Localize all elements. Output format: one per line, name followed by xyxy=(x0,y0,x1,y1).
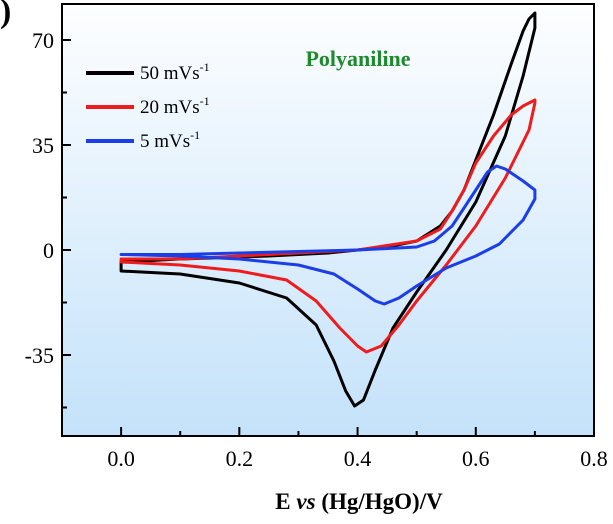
y-tick-label: 35 xyxy=(32,133,54,158)
y-tick-label: -35 xyxy=(25,343,54,368)
plot-frame xyxy=(61,3,595,437)
series-layer xyxy=(119,11,537,408)
x-tick-label: 0.4 xyxy=(344,446,372,471)
x-axis-title-rest: (Hg/HgO)/V xyxy=(316,489,444,514)
y-tick-label: 70 xyxy=(32,28,54,53)
legend-label-2: 20 mVs-1 xyxy=(140,94,210,118)
legend-label-1: 50 mVs-1 xyxy=(140,60,210,84)
x-tick-label: 0.6 xyxy=(462,446,490,471)
series-line-3 xyxy=(119,164,537,306)
x-tick-label: 0.2 xyxy=(226,446,254,471)
x-tick-label: 0.0 xyxy=(107,446,135,471)
legend: 50 mVs-1 20 mVs-1 5 mVs-1 xyxy=(86,60,210,152)
legend-label-3: 5 mVs-1 xyxy=(140,128,200,152)
panel-label: ) xyxy=(0,0,11,30)
y-tick-label: 0 xyxy=(43,238,54,263)
x-tick-label: 0.8 xyxy=(580,446,608,471)
chart-title: Polyaniline xyxy=(305,46,410,71)
x-axis-title-main: E xyxy=(275,489,296,514)
ticks-layer: 0.0 0.2 0.4 0.6 0.8 -35 0 35 70 xyxy=(25,28,608,471)
x-axis-title: E vs (Hg/HgO)/V xyxy=(275,489,443,514)
x-axis-title-italic: vs xyxy=(296,489,315,514)
plot-area-background xyxy=(62,4,594,436)
